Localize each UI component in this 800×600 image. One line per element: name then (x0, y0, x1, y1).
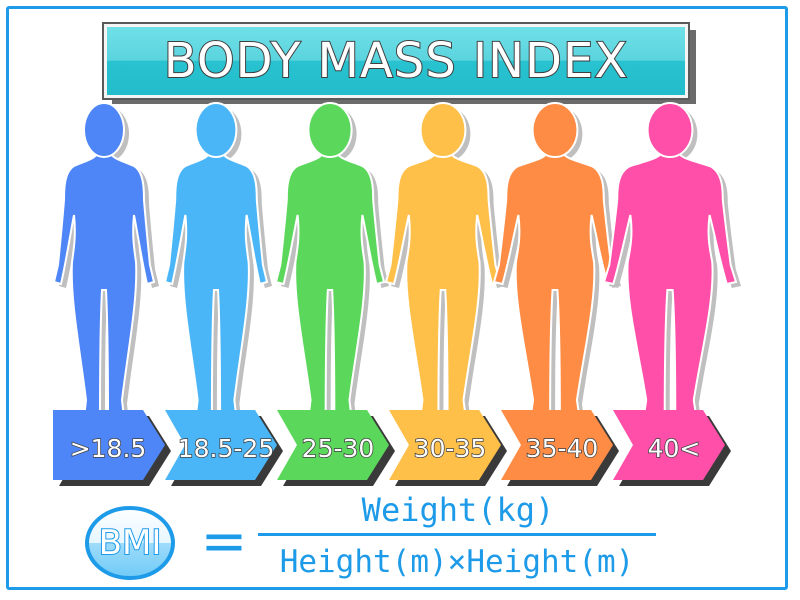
range-arrow: >18.5 (53, 410, 171, 486)
range-label: 18.5-25 (177, 433, 275, 464)
body-figure (52, 102, 159, 422)
range-label: 35-40 (525, 433, 599, 464)
body-figure (384, 102, 505, 422)
range-label: 40< (647, 433, 701, 464)
page-title: BODY MASS INDEX (163, 32, 629, 90)
outer-frame (6, 6, 788, 590)
range-label: >18.5 (69, 433, 147, 464)
bmi-badge: BMI (84, 505, 176, 581)
body-figure (602, 102, 741, 422)
range-arrow: 40< (613, 410, 731, 486)
title-banner: BODY MASS INDEX (102, 22, 690, 100)
bmi-badge-circle (85, 506, 175, 580)
fraction-bar (258, 533, 656, 536)
formula-denominator: Height(m)×Height(m) (279, 544, 635, 580)
range-arrow: 25-30 (277, 410, 395, 486)
range-arrow: 35-40 (501, 410, 619, 486)
body-figure (163, 102, 272, 422)
range-label: 30-35 (413, 433, 487, 464)
bmi-badge-label: BMI (98, 522, 163, 564)
body-figure (492, 102, 621, 422)
body-figure (274, 102, 389, 422)
formula-numerator: Weight(kg) (361, 491, 555, 529)
range-arrow: 18.5-25 (165, 410, 283, 486)
range-arrow: 30-35 (389, 410, 507, 486)
range-label: 25-30 (301, 433, 375, 464)
equals-sign: = (200, 509, 248, 574)
